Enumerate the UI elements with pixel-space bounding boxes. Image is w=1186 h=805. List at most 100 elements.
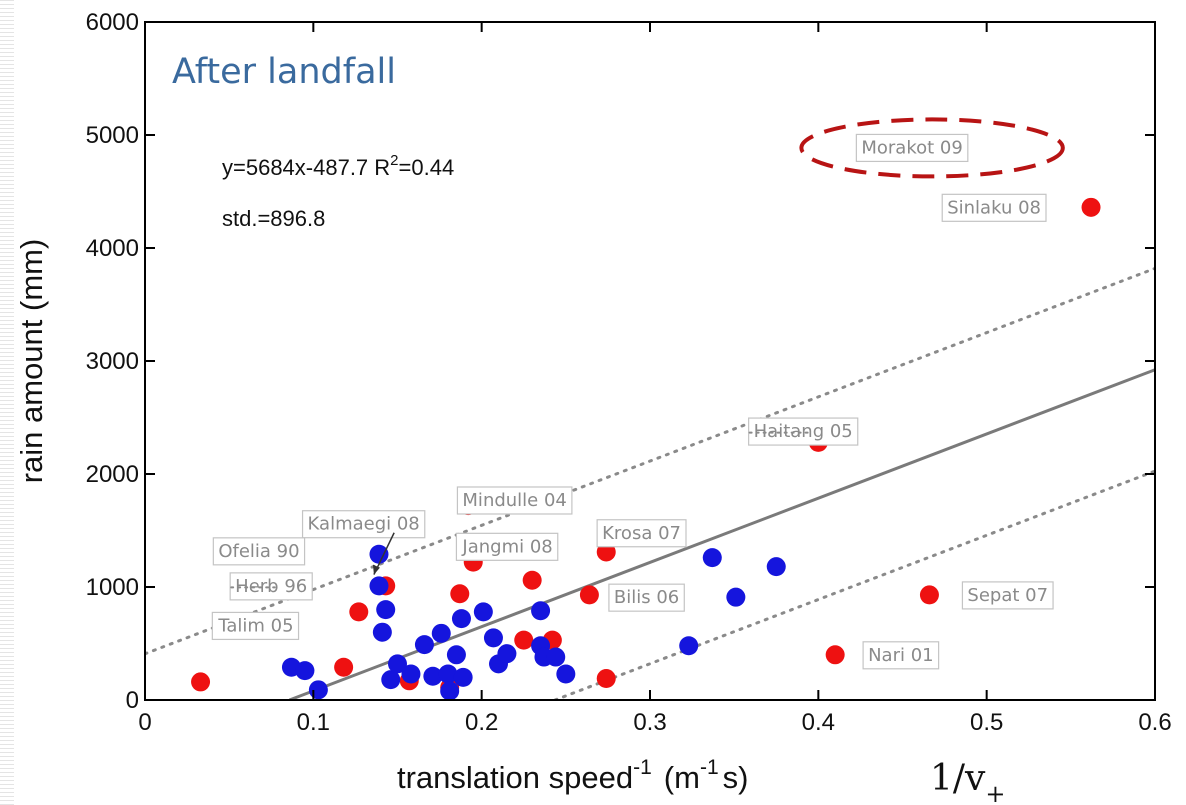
point-label-text: Mindulle 04 [462,490,566,511]
point-label: Mindulle 04 [456,486,573,515]
x-label-units-pre: (m [664,760,700,795]
point-label-text: Nari 01 [868,645,934,666]
blue-data-point [497,644,517,664]
x-tick-label: 0.2 [465,709,498,736]
point-label: Bilis 06 [608,583,685,612]
highlight-ellipse [799,117,1065,179]
formula-main: 1/v [930,758,986,799]
point-label-box [961,581,1054,610]
inverse-speed-formula: 1/v+ [930,758,1005,805]
point-label-text: Ofelia 90 [218,541,299,562]
equation-tail: =0.44 [399,155,455,180]
blue-data-point [446,645,466,665]
blue-data-point [431,623,451,643]
x-tick-label: 0.1 [297,709,330,736]
blue-data-point [381,670,401,690]
red-data-point [349,602,369,622]
blue-data-point [401,664,421,684]
point-label-text: Sepat 07 [967,585,1048,606]
red-data-point [919,585,939,605]
point-label-box [748,417,859,446]
point-label: Herb 96 [229,572,313,601]
upper-band-line [145,266,1155,656]
formula-sub: + [985,780,1005,805]
y-tick-label: 4000 [86,235,139,262]
red-data-point [596,669,616,689]
blue-data-point [453,667,473,687]
equation-main: y=5684x-487.7 R [222,155,390,180]
red-data-point [1081,197,1101,217]
label-arrowhead [372,564,380,575]
blue-data-point [473,602,493,622]
blue-data-point [546,647,566,667]
y-axis-label: rain amount (mm) [14,239,49,484]
blue-data-point [726,587,746,607]
y-tick-label: 2000 [86,461,139,488]
point-label-box [455,532,559,561]
blue-data-point [308,680,328,700]
data-points [191,137,1101,701]
point-label-text: Morakot 09 [861,137,962,158]
y-tick-label: 5000 [86,122,139,149]
x-label-sup: -1 [633,756,652,779]
lower-band-line [553,469,1155,700]
x-tick-label: 0.6 [1138,709,1171,736]
y-tick-label: 6000 [86,9,139,36]
red-data-point [825,645,845,665]
point-label: Morakot 09 [855,133,969,163]
blue-data-point [531,601,551,621]
equation-superscript: 2 [390,152,398,169]
blue-data-point [369,544,389,564]
point-label-text: Jangmi 08 [461,536,552,557]
y-tick-label: 0 [126,687,139,714]
point-label: Sepat 07 [961,581,1054,610]
point-label-text: Krosa 07 [602,523,681,544]
point-label-text: Haitang 05 [754,421,853,442]
point-label-box [608,583,685,612]
axis-ticks: 0 0.1 0.2 0.3 0.4 0.5 0.6 0 1000 2000 3000 4000 5000… [86,9,1172,736]
x-label-units-sup: -1 [700,756,719,779]
blue-data-point [679,636,699,656]
x-tick-label: 0.5 [970,709,1003,736]
regression-equation: y=5684x-487.7 R2=0.44 [222,152,454,180]
point-label-box [211,611,300,641]
blue-data-point [369,576,389,596]
blue-data-point [376,600,396,620]
x-tick-label: 0 [138,709,151,736]
point-label-box [456,486,573,515]
slide-edge-stripe [0,0,14,805]
point-label-text: Kalmaegi 08 [308,514,420,535]
x-tick-label: 0.3 [633,709,666,736]
point-labels: Morakot 09 Sinlaku 08 Haitang 05 Mindulle 0… [211,117,1065,670]
point-label: Sinlaku 08 [941,193,1047,222]
blue-data-point [702,548,722,568]
std-band-lines [145,266,1155,700]
blue-data-point [372,622,392,642]
chart-title: After landfall [172,52,396,92]
y-tick-label: 3000 [86,348,139,375]
blue-data-point [438,664,458,684]
point-label: Krosa 07 [596,519,687,548]
x-label-main: translation speed [397,760,633,795]
point-label: Haitang 05 [748,417,859,446]
red-data-point [450,584,470,604]
point-label-box [229,572,313,601]
point-label-text: Bilis 06 [614,587,679,608]
point-label: Talim 05 [211,611,300,641]
point-label-text: Talim 05 [217,615,293,636]
point-label: Kalmaegi 08 [301,510,426,539]
blue-data-point [483,628,503,648]
blue-data-point [766,557,786,577]
point-label: Nari 01 [862,641,940,670]
point-label: Jangmi 08 [455,532,559,561]
point-label-box [596,519,687,548]
red-data-point [522,570,542,590]
blue-data-point [388,654,407,674]
blue-data-point [423,666,443,686]
point-label-text: Sinlaku 08 [947,197,1041,218]
point-label-box [941,193,1047,222]
red-data-point [191,672,211,692]
blue-data-point [451,609,471,629]
x-label-units-post: s) [723,760,749,795]
red-data-point [334,657,354,677]
